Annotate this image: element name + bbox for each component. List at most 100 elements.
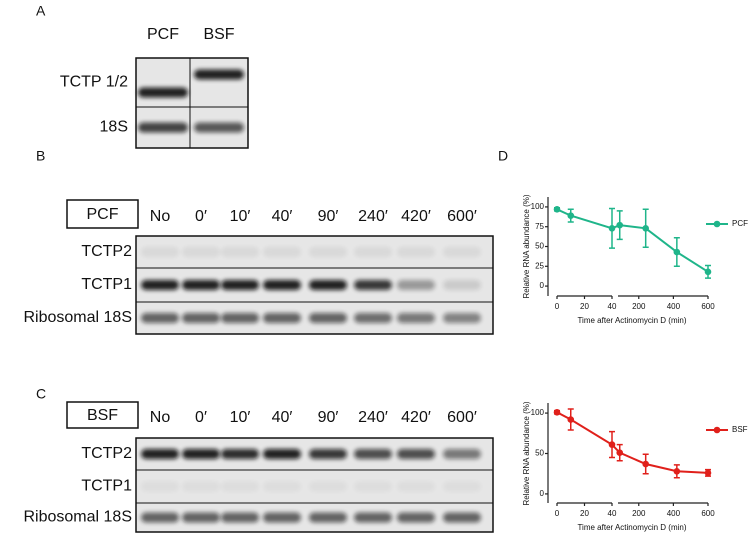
band	[221, 280, 259, 290]
band	[354, 313, 392, 323]
band	[182, 481, 220, 492]
panel-label: C	[36, 386, 46, 402]
series-line	[556, 208, 709, 273]
band	[397, 280, 435, 290]
tag-box	[66, 401, 139, 429]
band	[141, 449, 179, 459]
y-axis-title: Relative RNA abundance (%)	[522, 194, 531, 298]
band	[354, 512, 392, 523]
blot-frame	[135, 437, 494, 533]
band	[263, 512, 301, 523]
band	[309, 313, 347, 323]
column-label: 420′	[401, 208, 431, 225]
row-label: TCTP2	[81, 243, 132, 260]
y-tick-label: 50	[535, 449, 544, 458]
band	[443, 449, 481, 459]
column-label: 0′	[195, 208, 207, 225]
band	[443, 512, 481, 523]
row-label: TCTP 1/2	[60, 74, 128, 91]
legend-label: PCF	[732, 219, 748, 228]
blot-row	[136, 58, 248, 107]
x-tick-label: 600	[701, 302, 715, 311]
data-point	[553, 205, 561, 213]
data-point	[567, 212, 575, 219]
panel-label: D	[498, 148, 508, 164]
band	[182, 512, 220, 523]
data-point	[704, 268, 712, 276]
band	[397, 512, 435, 523]
x-tick-label: 20	[580, 302, 589, 311]
band	[354, 247, 392, 257]
x-tick-label: 40	[608, 302, 617, 311]
data-point	[553, 408, 561, 416]
column-label: PCF	[147, 26, 179, 43]
column-label: 10′	[230, 409, 251, 426]
column-label: 240′	[358, 409, 388, 426]
band	[138, 87, 188, 98]
x-tick-label: 0	[555, 302, 560, 311]
y-tick-label: 0	[540, 281, 545, 290]
column-label: 40′	[272, 409, 293, 426]
band	[141, 313, 179, 323]
band	[141, 481, 179, 492]
data-point	[608, 224, 616, 232]
data-point	[673, 248, 681, 256]
x-tick-label: 0	[555, 509, 560, 518]
column-label: 40′	[272, 208, 293, 225]
band	[309, 512, 347, 523]
band	[141, 247, 179, 257]
x-tick-label: 600	[701, 509, 715, 518]
band	[194, 122, 244, 133]
band	[354, 481, 392, 492]
band	[141, 280, 179, 290]
blot-frame	[135, 57, 249, 149]
x-tick-label: 400	[667, 509, 681, 518]
column-label: No	[150, 409, 171, 426]
legend-label: BSF	[732, 425, 748, 434]
data-point	[642, 224, 649, 232]
band	[309, 481, 347, 492]
series-line	[556, 411, 709, 474]
band	[354, 449, 392, 459]
band	[221, 512, 259, 523]
column-label: No	[150, 208, 171, 225]
band	[397, 481, 435, 492]
band	[443, 280, 481, 290]
legend-marker	[713, 426, 721, 434]
band	[138, 122, 188, 133]
band	[221, 247, 259, 257]
column-label: 600′	[447, 409, 477, 426]
column-label: BSF	[203, 26, 234, 43]
tag-label: BSF	[87, 407, 118, 424]
row-label: TCTP1	[81, 276, 132, 293]
y-tick-label: 100	[531, 202, 545, 211]
x-tick-label: 40	[608, 509, 617, 518]
band	[397, 313, 435, 323]
y-tick-label: 50	[535, 242, 544, 251]
data-point	[608, 441, 616, 448]
y-tick-label: 0	[540, 489, 545, 498]
tag-box	[66, 199, 139, 229]
row-label: TCTP1	[81, 478, 132, 495]
column-label: 240′	[358, 208, 388, 225]
y-tick-label: 25	[535, 261, 544, 270]
row-label: Ribosomal 18S	[24, 509, 133, 526]
column-label: 90′	[318, 208, 339, 225]
band	[309, 247, 347, 257]
band	[182, 247, 220, 257]
band	[263, 280, 301, 290]
band	[309, 280, 347, 290]
band	[141, 512, 179, 523]
band	[182, 449, 220, 459]
band	[443, 313, 481, 323]
band	[263, 313, 301, 323]
panel-label: A	[36, 3, 46, 19]
data-point	[567, 416, 575, 423]
blot-frame	[135, 235, 494, 335]
band	[443, 481, 481, 492]
band	[221, 481, 259, 492]
x-tick-label: 400	[667, 302, 681, 311]
band	[194, 69, 244, 80]
column-label: 10′	[230, 208, 251, 225]
y-tick-label: 75	[535, 222, 544, 231]
